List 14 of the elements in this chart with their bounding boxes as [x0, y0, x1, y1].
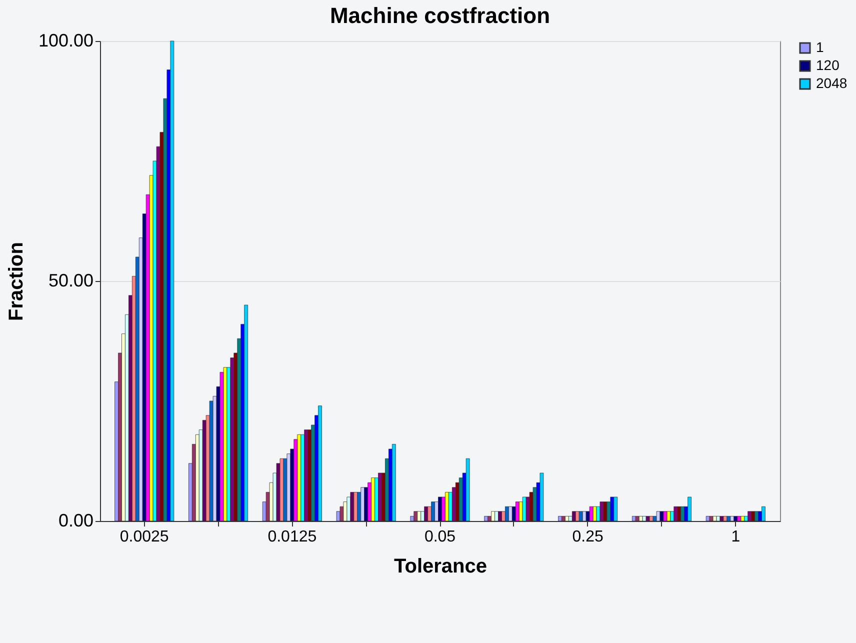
x-axis-title: Tolerance	[394, 556, 487, 578]
legend-label: 120	[816, 57, 840, 73]
legend-label: 2048	[816, 75, 848, 91]
x-tick-label: 0.0125	[268, 528, 317, 546]
legend-label: 1	[816, 39, 824, 55]
chart-title: Machine costfraction	[330, 3, 550, 28]
x-tick-label: 1	[731, 528, 740, 546]
y-tick-label: 0.00	[58, 510, 94, 530]
y-tick-label: 50.00	[48, 270, 94, 290]
x-tick-label: 0.25	[572, 528, 604, 546]
y-tick-label: 100.00	[38, 30, 94, 50]
x-tick-label: 0.0025	[120, 528, 169, 546]
x-tick-label: 0.05	[424, 528, 456, 546]
y-axis-title: Fraction	[5, 242, 28, 321]
